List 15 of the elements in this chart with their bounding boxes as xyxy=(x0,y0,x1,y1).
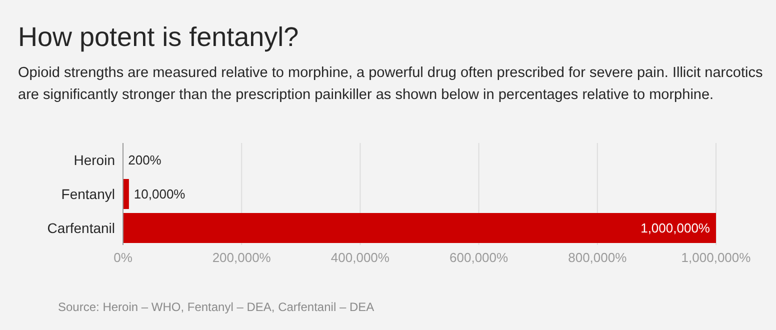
x-tick-label: 600,000% xyxy=(450,250,509,266)
chart-title: How potent is fentanyl? xyxy=(18,22,299,53)
chart-subtitle: Opioid strengths are measured relative to morphine, a powerful drug often prescribed for severe pain. Illicit narcotics are significantly stronger than the prescription painkiller as shown below in percentages relative to morphine. xyxy=(18,64,763,105)
y-tick-label: Heroin xyxy=(74,152,115,168)
x-tick-label: 400,000% xyxy=(330,250,390,266)
x-tick-label: 800,000% xyxy=(568,250,628,266)
x-tick-label: 200,000% xyxy=(212,250,272,266)
x-tick-label: 0% xyxy=(114,250,133,266)
y-tick-label: Fentanyl xyxy=(61,186,115,202)
y-tick-label: Carfentanil xyxy=(47,220,115,236)
x-tick-label: 1,000,000% xyxy=(681,250,752,266)
data-label: 1,000,000% xyxy=(640,220,710,236)
data-label: 200% xyxy=(128,152,162,168)
source-note: Source: Heroin – WHO, Fentanyl – DEA, Carfentanil – DEA xyxy=(58,300,374,314)
data-label: 10,000% xyxy=(134,186,186,202)
